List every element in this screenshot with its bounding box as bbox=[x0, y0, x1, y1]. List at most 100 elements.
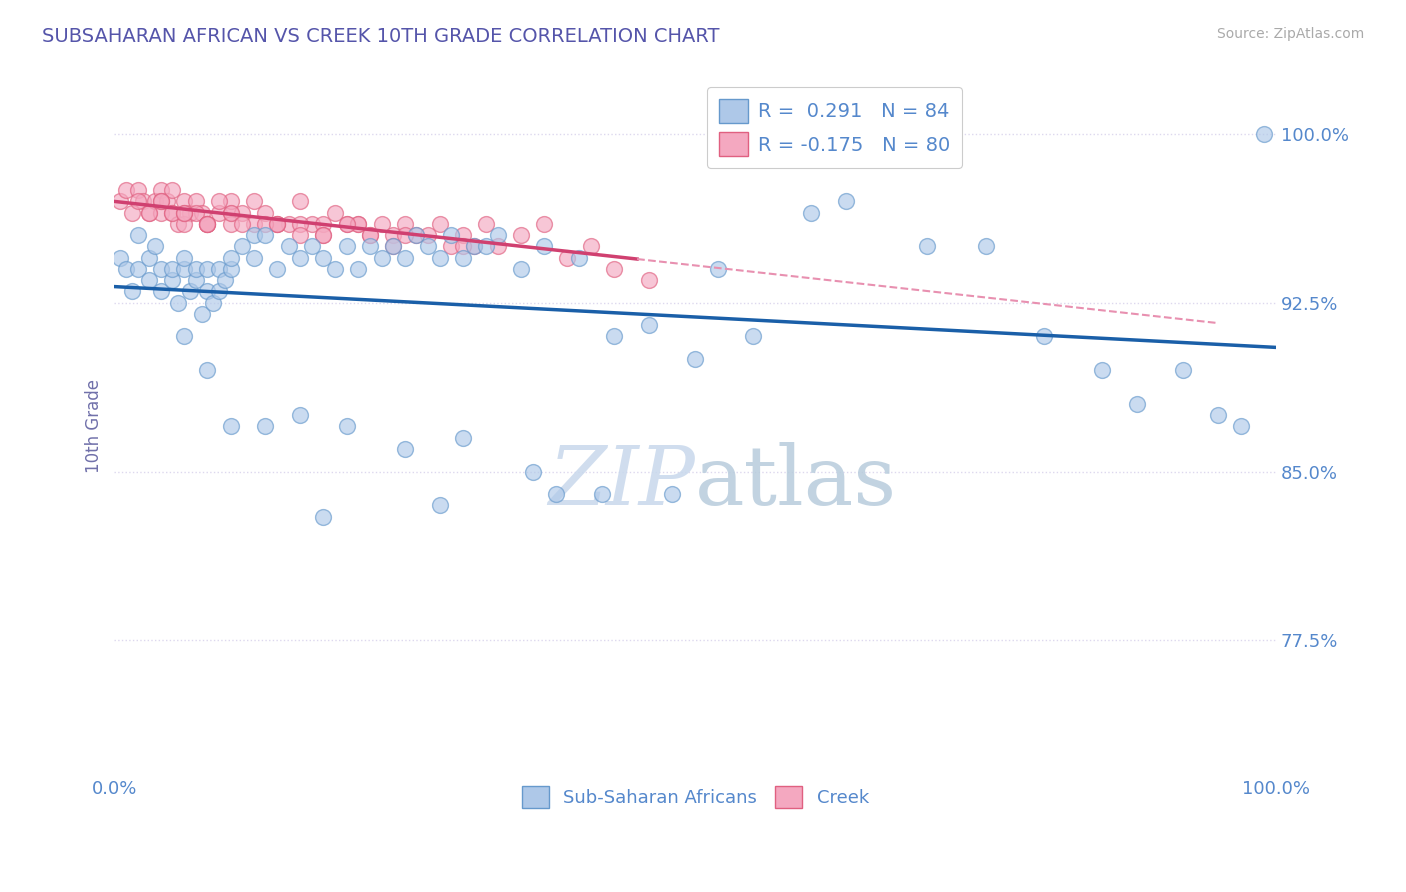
Point bbox=[336, 419, 359, 434]
Point bbox=[138, 251, 160, 265]
Point bbox=[382, 239, 405, 253]
Point bbox=[173, 205, 195, 219]
Point bbox=[219, 205, 242, 219]
Point bbox=[394, 228, 416, 243]
Point bbox=[451, 239, 474, 253]
Point bbox=[195, 285, 218, 299]
Point bbox=[214, 273, 236, 287]
Point bbox=[173, 251, 195, 265]
Point bbox=[231, 239, 253, 253]
Point bbox=[138, 205, 160, 219]
Point bbox=[173, 329, 195, 343]
Point bbox=[336, 217, 359, 231]
Point bbox=[661, 487, 683, 501]
Point bbox=[533, 239, 555, 253]
Point bbox=[254, 205, 277, 219]
Point bbox=[290, 251, 312, 265]
Point bbox=[184, 194, 207, 209]
Point bbox=[254, 217, 277, 231]
Point bbox=[522, 465, 544, 479]
Point bbox=[121, 285, 143, 299]
Point bbox=[429, 251, 451, 265]
Point bbox=[138, 205, 160, 219]
Point bbox=[974, 239, 997, 253]
Point bbox=[486, 239, 509, 253]
Point bbox=[1253, 127, 1275, 141]
Point bbox=[190, 307, 212, 321]
Point bbox=[557, 251, 579, 265]
Point bbox=[486, 228, 509, 243]
Text: Source: ZipAtlas.com: Source: ZipAtlas.com bbox=[1216, 27, 1364, 41]
Point bbox=[195, 363, 218, 377]
Point bbox=[405, 228, 427, 243]
Point bbox=[405, 228, 427, 243]
Point bbox=[544, 487, 567, 501]
Point bbox=[195, 217, 218, 231]
Point bbox=[277, 239, 299, 253]
Point bbox=[416, 228, 439, 243]
Point bbox=[149, 285, 172, 299]
Point bbox=[1230, 419, 1253, 434]
Text: ZIP: ZIP bbox=[548, 442, 695, 523]
Point bbox=[243, 251, 266, 265]
Point bbox=[800, 205, 823, 219]
Point bbox=[219, 261, 242, 276]
Point bbox=[451, 431, 474, 445]
Point bbox=[510, 261, 533, 276]
Text: SUBSAHARAN AFRICAN VS CREEK 10TH GRADE CORRELATION CHART: SUBSAHARAN AFRICAN VS CREEK 10TH GRADE C… bbox=[42, 27, 720, 45]
Point bbox=[290, 194, 312, 209]
Point bbox=[835, 194, 858, 209]
Point bbox=[637, 318, 659, 333]
Point bbox=[195, 217, 218, 231]
Point bbox=[290, 408, 312, 422]
Point bbox=[475, 239, 498, 253]
Point bbox=[149, 194, 172, 209]
Point bbox=[219, 194, 242, 209]
Point bbox=[742, 329, 765, 343]
Point bbox=[277, 217, 299, 231]
Point bbox=[173, 205, 195, 219]
Point bbox=[143, 239, 166, 253]
Point bbox=[195, 217, 218, 231]
Point bbox=[266, 217, 288, 231]
Point bbox=[323, 261, 346, 276]
Point bbox=[149, 194, 172, 209]
Point bbox=[312, 509, 335, 524]
Point bbox=[184, 273, 207, 287]
Point bbox=[127, 183, 149, 197]
Point bbox=[394, 251, 416, 265]
Point bbox=[637, 273, 659, 287]
Point bbox=[195, 261, 218, 276]
Point bbox=[115, 183, 138, 197]
Point bbox=[179, 285, 201, 299]
Legend: Sub-Saharan Africans, Creek: Sub-Saharan Africans, Creek bbox=[515, 779, 876, 815]
Point bbox=[510, 228, 533, 243]
Point bbox=[440, 228, 463, 243]
Point bbox=[451, 251, 474, 265]
Point bbox=[591, 487, 613, 501]
Point bbox=[162, 183, 184, 197]
Point bbox=[1091, 363, 1114, 377]
Point bbox=[347, 217, 370, 231]
Point bbox=[603, 329, 626, 343]
Point bbox=[312, 217, 335, 231]
Point bbox=[312, 228, 335, 243]
Point bbox=[202, 295, 225, 310]
Point bbox=[370, 217, 392, 231]
Point bbox=[219, 251, 242, 265]
Point bbox=[359, 239, 381, 253]
Point bbox=[707, 261, 730, 276]
Point bbox=[184, 261, 207, 276]
Point bbox=[167, 295, 190, 310]
Point bbox=[429, 498, 451, 512]
Point bbox=[127, 261, 149, 276]
Point bbox=[149, 183, 172, 197]
Point bbox=[266, 261, 288, 276]
Point bbox=[162, 205, 184, 219]
Point bbox=[231, 217, 253, 231]
Point bbox=[156, 194, 179, 209]
Point bbox=[568, 251, 591, 265]
Point bbox=[451, 228, 474, 243]
Point bbox=[190, 205, 212, 219]
Point bbox=[266, 217, 288, 231]
